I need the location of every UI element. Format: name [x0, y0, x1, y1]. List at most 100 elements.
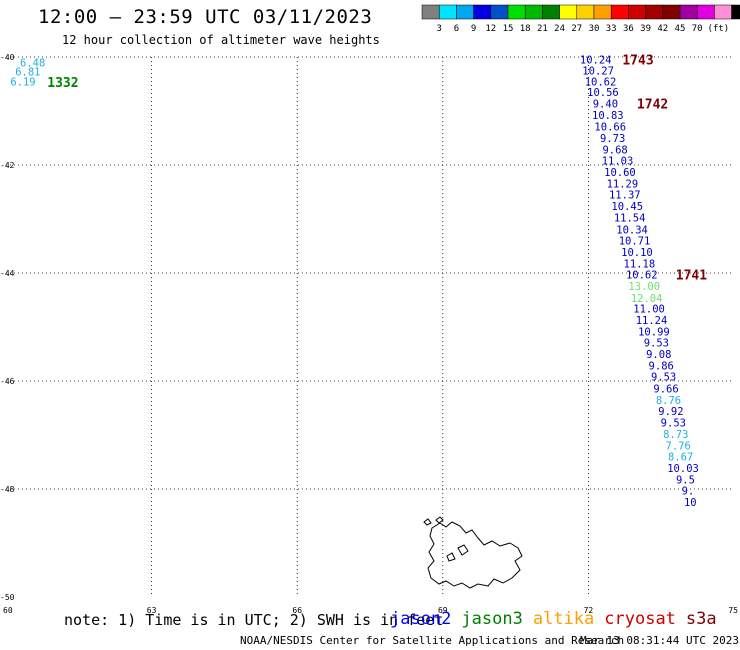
axes: -40 -42 -44 -46 -48 -50 60 63 66 69 72 75 — [0, 53, 738, 615]
swh-value: 10.24 — [580, 55, 612, 67]
swh-value: 9.86 — [649, 360, 674, 372]
colorbar-label: 70 — [692, 24, 703, 34]
y-tick-label: -50 — [0, 593, 15, 602]
colorbar-swatch — [456, 4, 474, 20]
colorbar-swatch — [473, 4, 492, 20]
swh-value: 10.10 — [621, 247, 653, 259]
x-tick-label: 69 — [438, 606, 448, 615]
colorbar-swatch — [645, 4, 664, 20]
colorbar-label: 6 — [454, 24, 459, 34]
swh-value: 6.81 — [15, 67, 40, 79]
swh-value: 10.99 — [638, 326, 670, 338]
colorbar-label: 15 — [503, 24, 514, 34]
swh-value: 9.53 — [651, 372, 676, 384]
colorbar-swatch — [714, 4, 732, 20]
page-title: 12:00 — 23:59 UTC 03/11/2023 — [38, 6, 373, 28]
colorbar-label: 21 — [537, 24, 548, 34]
colorbar-label: 36 — [623, 24, 634, 34]
swh-value: 13.00 — [628, 281, 660, 293]
swh-value: 9.92 — [658, 406, 683, 418]
colorbar-label: 33 — [606, 24, 617, 34]
swh-value: 11.03 — [602, 156, 634, 168]
legend-s3a: s3a — [685, 609, 717, 629]
x-tick-label: 63 — [147, 606, 157, 615]
swh-value: 9. — [682, 486, 695, 498]
swh-value: 10.03 — [667, 463, 699, 475]
colorbar-swatch — [559, 4, 578, 20]
swh-value: 6.48 — [20, 57, 45, 69]
swh-value: 9.68 — [602, 144, 627, 156]
swh-value: 11.37 — [609, 190, 641, 202]
colorbar-label: 18 — [520, 24, 531, 34]
swh-value: 8.76 — [656, 395, 681, 407]
y-tick-label: -44 — [0, 269, 15, 278]
y-tick-label: -46 — [0, 377, 15, 386]
swh-value: 11.29 — [607, 178, 639, 190]
colorbar-label: 3 — [436, 24, 441, 34]
timestamp: Mar 13 08:31:44 UTC 2023 — [580, 634, 739, 647]
satellite-legend: jason2 jason3 altika cryosat s3a — [390, 609, 727, 629]
colorbar-swatch — [593, 4, 612, 20]
x-tick-label: 75 — [728, 606, 738, 615]
colorbar-swatch — [679, 4, 698, 20]
footnote: note: 1) Time is in UTC; 2) SWH is in fe… — [64, 611, 444, 629]
x-tick-label: 60 — [3, 606, 13, 615]
credit-line: NOAA/NESDIS Center for Satellite Applica… — [240, 634, 625, 647]
page-subtitle: 12 hour collection of altimeter wave hei… — [62, 33, 380, 47]
colorbar-swatch — [731, 4, 740, 20]
swh-value: 9.53 — [644, 338, 669, 350]
swh-value: 10.45 — [611, 201, 643, 213]
swh-value: 11.24 — [636, 315, 668, 327]
pass-time-label: 1332 — [47, 76, 78, 91]
x-tick-label: 72 — [584, 606, 594, 615]
legend-jason2: jason2 — [390, 609, 452, 629]
swh-value: 10.66 — [594, 122, 626, 134]
swh-value: 10.83 — [592, 110, 624, 122]
pass-time-label: 1741 — [676, 269, 707, 284]
x-tick-label: 66 — [292, 606, 302, 615]
colorbar: 3 6 9 12 15 18 21 24 27 30 33 36 39 42 45 70 (ft) — [421, 4, 740, 34]
grid — [6, 56, 734, 597]
colorbar-swatch — [576, 4, 595, 20]
swh-value: 10.34 — [616, 224, 648, 236]
colorbar-swatch — [662, 4, 681, 20]
swh-value: 9.08 — [646, 349, 671, 361]
colorbar-label: 9 — [471, 24, 476, 34]
swh-value: 10.62 — [585, 76, 617, 88]
swh-value: 10.56 — [587, 87, 619, 99]
colorbar-swatch — [507, 4, 526, 20]
swh-value: 9.40 — [593, 98, 618, 110]
colorbar-label: 39 — [640, 24, 651, 34]
legend-altika: altika — [532, 609, 595, 629]
swh-value: 12.04 — [631, 293, 663, 305]
swh-value: 7.76 — [666, 440, 691, 452]
colorbar-label: 24 — [554, 24, 565, 34]
swh-value: 6.19 — [10, 76, 35, 88]
swh-value: 11.18 — [624, 258, 656, 270]
colorbar-swatch — [438, 4, 457, 20]
pass-time-labels: 1332 1743 1742 1741 — [47, 54, 707, 284]
swh-value: 9.53 — [661, 418, 686, 430]
swh-values: 6.486.816.1910.2410.2710.6210.569.4010.8… — [10, 55, 699, 509]
swh-value: 9.5 — [676, 474, 695, 486]
swh-value: 11.54 — [614, 212, 646, 224]
colorbar-swatch — [490, 4, 509, 20]
y-tick-label: -40 — [0, 53, 15, 62]
swh-value: 10.60 — [604, 167, 636, 179]
swh-value: 8.67 — [668, 452, 693, 464]
swh-value: 9.73 — [600, 133, 625, 145]
swh-value: 10.27 — [582, 66, 614, 78]
colorbar-label: 12 — [485, 24, 496, 34]
colorbar-swatch — [524, 4, 543, 20]
colorbar-swatch — [628, 4, 646, 20]
swh-value: 11.00 — [633, 304, 665, 316]
swh-value: 8.73 — [663, 429, 688, 441]
swh-value: 10.62 — [626, 270, 658, 282]
y-tick-label: -48 — [0, 485, 15, 494]
colorbar-swatch — [542, 4, 560, 20]
swh-value: 10.71 — [619, 236, 651, 248]
colorbar-swatch — [610, 4, 629, 20]
pass-time-label: 1742 — [637, 97, 668, 112]
pass-time-label: 1743 — [622, 54, 653, 69]
